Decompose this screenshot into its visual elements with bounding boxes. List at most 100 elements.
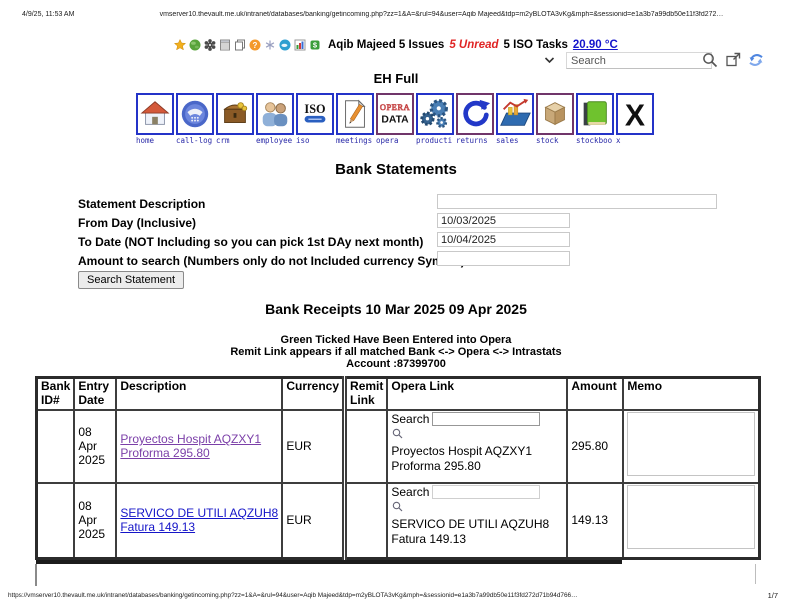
amount-search-input[interactable]: [437, 251, 570, 266]
col-header-amount: Amount: [566, 376, 625, 411]
spreadsheet-icon[interactable]: [219, 39, 231, 51]
home-icon: [140, 101, 170, 125]
nav-item-opera[interactable]: OPERA DATA opera: [376, 93, 416, 145]
nav-label[interactable]: producti: [416, 136, 453, 145]
nav-label[interactable]: crm: [216, 136, 230, 145]
magnifier-icon[interactable]: [392, 428, 403, 439]
nav-item-employee[interactable]: employee: [256, 93, 296, 145]
svg-text:X: X: [625, 99, 645, 131]
reply-arrows-icon[interactable]: [748, 52, 764, 68]
col-header-opera-link: Opera Link: [386, 376, 569, 411]
search-icon[interactable]: [702, 52, 718, 68]
gear-flower-icon[interactable]: [204, 38, 216, 51]
remit-link-cell: [342, 408, 389, 484]
nav-label[interactable]: opera: [376, 136, 399, 145]
opera-link-cell: Search Proyectos Hospit AQZXY1 Proforma …: [386, 408, 569, 484]
nav-item-iso[interactable]: ISO iso: [296, 93, 336, 145]
nav-item-returns[interactable]: returns: [456, 93, 496, 145]
svg-text:OPERA: OPERA: [380, 102, 411, 112]
description-cell: Proyectos Hospit AQZXY1 Proforma 295.80: [115, 408, 284, 484]
currency-cell: EUR: [281, 408, 346, 484]
search-input[interactable]: [566, 52, 712, 69]
nav-label[interactable]: stock: [536, 136, 559, 145]
account-number: Account :87399700: [346, 358, 446, 370]
book-icon: [583, 101, 607, 126]
external-link-icon[interactable]: [725, 52, 741, 68]
print-footer-url: https://vmserver10.thevault.me.uk/intran…: [8, 592, 578, 599]
nav-label[interactable]: employee: [256, 136, 293, 145]
nav-label[interactable]: call-log: [176, 136, 213, 145]
from-day-input[interactable]: [437, 213, 570, 228]
unread-badge: 5 Unread: [449, 38, 499, 51]
finance-icon[interactable]: $: [309, 39, 321, 51]
temperature-link[interactable]: 20.90 °C: [572, 38, 618, 51]
table-border-continuation-left: [35, 564, 37, 586]
nav-label[interactable]: returns: [456, 136, 488, 145]
currency-cell: EUR: [281, 481, 346, 560]
table-border-continuation-right: [755, 564, 756, 584]
nav-label[interactable]: stockboo: [576, 136, 613, 145]
page-title: EH Full: [373, 71, 419, 86]
nav-item-call-log[interactable]: call-log: [176, 93, 216, 145]
nav-label[interactable]: x: [616, 136, 621, 145]
search-statement-button[interactable]: Search Statement: [78, 271, 185, 289]
memo-textarea[interactable]: [627, 411, 755, 476]
opera-link-cell: Search SERVICO DE UTILI AQZUH8 Fatura 14…: [386, 481, 569, 560]
opera-search-input[interactable]: [432, 411, 541, 426]
nav-label[interactable]: iso: [296, 136, 310, 145]
gears-icon: [420, 99, 448, 128]
copy-icon[interactable]: [234, 39, 246, 51]
help-icon[interactable]: ?: [249, 39, 261, 51]
box-icon: [544, 102, 566, 126]
receipts-note-1: Green Ticked Have Been Entered into Oper…: [280, 334, 512, 346]
opera-search-label: Search: [391, 411, 430, 426]
statement-description-input[interactable]: [437, 194, 717, 209]
opera-search-label: Search: [391, 484, 430, 499]
memo-cell: [622, 481, 761, 560]
globe-icon[interactable]: [189, 39, 201, 51]
nav-label[interactable]: sales: [496, 136, 519, 145]
nav-item-stock[interactable]: stock: [536, 93, 576, 145]
magnifier-icon[interactable]: [392, 501, 403, 512]
table-row: 08 Apr 2025 SERVICO DE UTILI AQZUH8 Fatu…: [35, 481, 761, 560]
sales-chart-icon: [500, 98, 531, 126]
nav-item-meetings[interactable]: meetings: [336, 93, 376, 145]
svg-text:DATA: DATA: [381, 115, 409, 126]
nav-item-crm[interactable]: crm: [216, 93, 256, 145]
user-issues-text: Aqib Majeed 5 Issues: [328, 38, 445, 51]
print-header-url: vmserver10.thevault.me.uk/intranet/datab…: [159, 11, 724, 18]
nav-item-production[interactable]: producti: [416, 93, 456, 145]
amount-cell: 149.13: [566, 481, 625, 560]
iso-tasks-text: 5 ISO Tasks: [503, 38, 568, 51]
description-link[interactable]: SERVICO DE UTILI AQZUH8 Fatura 149.13: [120, 506, 279, 535]
to-date-input[interactable]: [437, 232, 570, 247]
remit-link-cell: [342, 481, 389, 560]
nav-label[interactable]: home: [136, 136, 155, 145]
col-header-entry-date: Entry Date: [73, 376, 118, 411]
weather-icon[interactable]: [279, 39, 291, 51]
section-title-bank-statements: Bank Statements: [335, 161, 457, 178]
chest-icon: [223, 102, 248, 123]
asterisk-icon[interactable]: [264, 39, 276, 51]
description-link[interactable]: Proyectos Hospit AQZXY1 Proforma 295.80: [120, 432, 262, 461]
refresh-arrow-icon: [463, 99, 491, 127]
entry-date-cell: 08 Apr 2025: [73, 481, 118, 560]
nav-item-home[interactable]: home: [136, 93, 176, 145]
nav-label[interactable]: meetings: [336, 136, 373, 145]
nav-item-sales[interactable]: sales: [496, 93, 536, 145]
memo-textarea[interactable]: [627, 484, 755, 549]
bank-id-cell: [35, 481, 76, 560]
nav-tile-bar: home call-log crm employee ISO iso meeti…: [136, 93, 656, 145]
bank-id-cell: [35, 408, 76, 484]
table-row: 08 Apr 2025 Proyectos Hospit AQZXY1 Prof…: [35, 408, 761, 484]
col-header-currency: Currency: [281, 376, 346, 411]
print-datetime: 4/9/25, 11:53 AM: [22, 11, 75, 18]
iso-logo-icon: ISO: [304, 102, 326, 123]
nav-item-exit[interactable]: X x: [616, 93, 656, 145]
opera-search-input[interactable]: [432, 484, 541, 499]
nav-item-stockbook[interactable]: stockboo: [576, 93, 616, 145]
chevron-down-icon[interactable]: [544, 56, 555, 64]
star-icon[interactable]: [174, 38, 186, 51]
chart-icon[interactable]: [294, 39, 306, 51]
